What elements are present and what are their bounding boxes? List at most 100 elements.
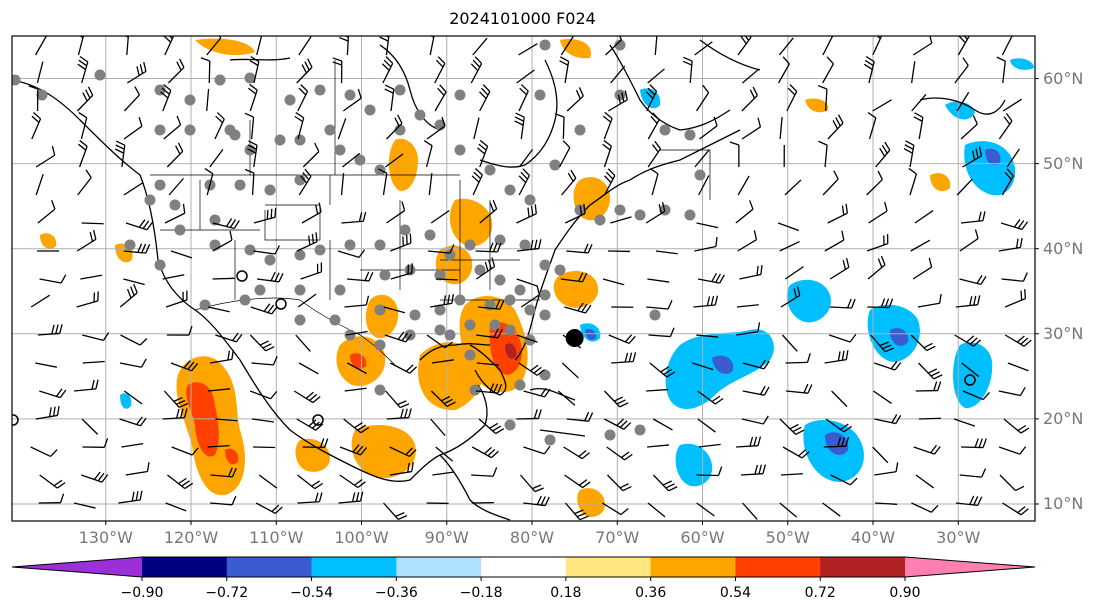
wind-barb bbox=[601, 502, 629, 516]
wind-barb bbox=[875, 502, 898, 505]
field-lightblue bbox=[675, 443, 713, 487]
field-red bbox=[225, 448, 239, 465]
wind-barb bbox=[212, 218, 240, 230]
wind-barb bbox=[874, 462, 899, 476]
station-dot bbox=[294, 314, 306, 326]
wind-barb bbox=[647, 112, 660, 140]
colorbar-tick-label: 0.54 bbox=[719, 585, 752, 601]
station-dot bbox=[659, 124, 671, 136]
wind-barb bbox=[962, 146, 983, 168]
station-dot bbox=[244, 244, 256, 256]
wind-barb bbox=[390, 233, 412, 252]
wind-barb bbox=[476, 139, 489, 168]
wind-barb bbox=[475, 242, 502, 253]
wind-barb bbox=[518, 362, 546, 376]
station-dot bbox=[374, 304, 386, 316]
colorbar-tick-label: −0.18 bbox=[459, 585, 503, 601]
wind-barb bbox=[430, 209, 450, 224]
wind-barb bbox=[523, 387, 551, 398]
lat-label: 60°N bbox=[1043, 68, 1084, 88]
wind-barb bbox=[206, 89, 210, 112]
wind-barb bbox=[696, 502, 715, 517]
wind-barb bbox=[917, 293, 942, 308]
wind-barb bbox=[302, 438, 329, 449]
wind-barb bbox=[298, 36, 312, 56]
lon-label: 110°W bbox=[249, 528, 304, 547]
station-dot bbox=[184, 124, 196, 136]
wind-barb bbox=[471, 168, 483, 196]
wind-barb bbox=[780, 473, 804, 476]
wind-barb bbox=[913, 112, 924, 140]
station-dot bbox=[404, 264, 416, 276]
wind-barb bbox=[118, 490, 143, 504]
wind-barb bbox=[956, 178, 973, 196]
station-dot bbox=[649, 309, 661, 321]
wind-barb bbox=[737, 230, 758, 252]
wind-barb bbox=[912, 257, 933, 280]
wind-barb bbox=[781, 334, 798, 352]
wind-barb bbox=[868, 201, 888, 224]
wind-barb bbox=[167, 474, 194, 490]
wind-barb bbox=[866, 234, 889, 252]
wind-barb bbox=[423, 139, 433, 168]
wind-barb bbox=[80, 274, 103, 280]
wind-barb bbox=[564, 502, 589, 521]
wind-barb bbox=[385, 390, 410, 409]
wind-barb bbox=[426, 116, 446, 140]
wind-barb bbox=[998, 446, 1027, 455]
wind-barb bbox=[337, 118, 347, 140]
wind-barb bbox=[475, 383, 503, 394]
wind-barb bbox=[953, 418, 976, 427]
field-orange bbox=[40, 233, 57, 249]
wind-barb bbox=[339, 474, 366, 489]
station-dot bbox=[154, 84, 166, 96]
wind-barb bbox=[915, 474, 935, 489]
wind-barb bbox=[911, 61, 916, 84]
wind-barb bbox=[736, 436, 762, 448]
wind-barb bbox=[729, 141, 740, 168]
station-dot bbox=[154, 179, 166, 191]
wind-barb bbox=[960, 211, 986, 224]
wind-barb bbox=[604, 418, 632, 430]
station-dot bbox=[169, 199, 181, 211]
axis-ticks bbox=[105, 78, 1039, 525]
station-dot bbox=[334, 144, 346, 156]
wind-barb bbox=[610, 216, 632, 224]
station-dot bbox=[464, 349, 476, 361]
wind-barb bbox=[381, 56, 394, 84]
wind-barb bbox=[742, 68, 760, 84]
station-dot bbox=[469, 384, 481, 396]
wind-barb bbox=[77, 169, 92, 196]
wind-barb bbox=[250, 303, 278, 315]
wind-barb bbox=[602, 111, 613, 140]
wind-barb bbox=[80, 471, 109, 483]
wind-barb bbox=[297, 492, 323, 504]
wind-barb bbox=[742, 502, 758, 520]
wind-barb bbox=[602, 278, 625, 286]
wind-barb bbox=[253, 245, 280, 255]
field-orange bbox=[805, 98, 829, 113]
wind-barb bbox=[297, 474, 324, 490]
wind-barb bbox=[434, 56, 446, 84]
wind-barb bbox=[253, 207, 277, 224]
station-dot bbox=[424, 229, 436, 241]
wind-barb bbox=[822, 56, 834, 84]
wind-barb bbox=[516, 69, 535, 84]
wind-barb bbox=[257, 271, 284, 283]
station-dot bbox=[484, 164, 496, 176]
wind-barb bbox=[829, 257, 850, 280]
wind-barb bbox=[121, 442, 144, 448]
wind-barb bbox=[829, 334, 857, 343]
wind-barb bbox=[342, 152, 361, 168]
wind-barb bbox=[383, 306, 406, 314]
station-dot bbox=[404, 329, 416, 341]
wind-barb bbox=[516, 204, 537, 224]
wind-barb bbox=[825, 418, 852, 433]
station-dot bbox=[294, 134, 306, 146]
wind-barb bbox=[347, 362, 368, 375]
wind-barb bbox=[434, 84, 447, 112]
station-dot bbox=[519, 239, 531, 251]
colorbar-tick-label: −0.36 bbox=[374, 585, 418, 601]
wind-barb bbox=[77, 139, 88, 168]
wind-barb bbox=[959, 468, 987, 478]
